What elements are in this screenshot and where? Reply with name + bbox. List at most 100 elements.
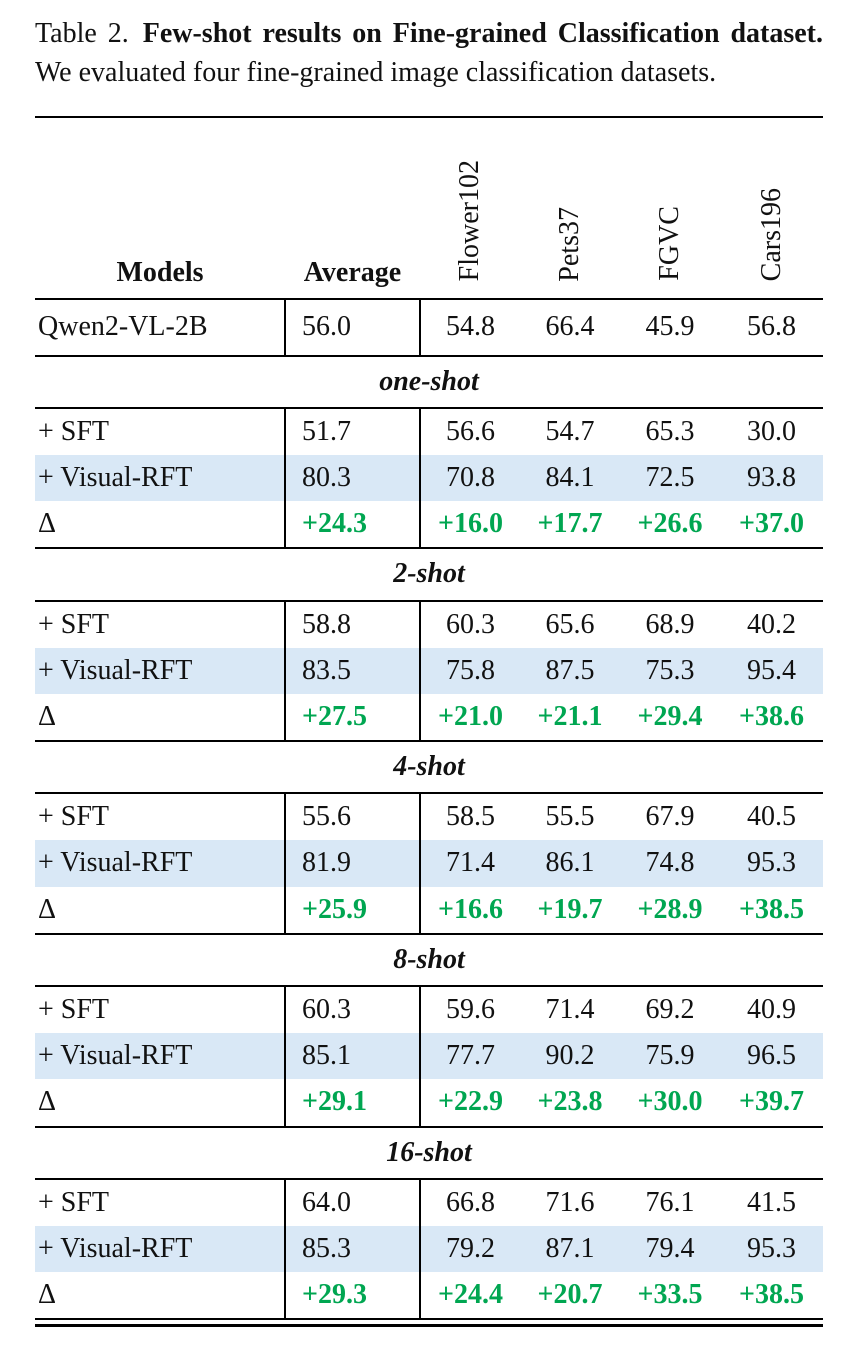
visual-rft-row: + Visual-RFT 85.3 79.2 87.1 79.4 95.3: [35, 1225, 823, 1273]
results-table: Models Average Flower102 Pets37 FGVC Car…: [35, 116, 823, 1321]
cars196-value: 30.0: [747, 415, 796, 447]
average-value: 64.0: [284, 1178, 420, 1226]
fgvc-delta: +30.0: [637, 1086, 703, 1118]
average-value: 58.8: [284, 600, 420, 648]
model-label: + Visual-RFT: [35, 1033, 285, 1080]
pets37-value: 86.1: [520, 840, 620, 887]
delta-label: Δ: [38, 700, 57, 732]
rotated-label-flower102: Flower102: [454, 159, 486, 282]
cars196-value: 95.3: [720, 1225, 823, 1273]
flower102-delta: +16.6: [419, 886, 520, 934]
fgvc-value: 65.3: [645, 415, 695, 447]
visual-rft-row: + Visual-RFT 81.9 71.4 86.1 74.8 95.3: [35, 840, 823, 887]
flower102-delta: +16.0: [419, 501, 520, 549]
model-label: Qwen2-VL-2B: [38, 311, 208, 343]
model-label: + Visual-RFT: [35, 1225, 285, 1273]
cars196-value: 56.8: [747, 311, 796, 343]
cars196-delta: +38.6: [739, 700, 804, 732]
cars196-delta: +37.0: [739, 508, 804, 540]
section-title-row: 8-shot: [35, 932, 823, 988]
pets37-value: 87.5: [520, 647, 620, 694]
caption-title: Few-shot results on Fine-grained Classif…: [142, 18, 823, 49]
baseline-row: Qwen2-VL-2B 56.0 54.8 66.4 45.9 56.8: [35, 299, 823, 356]
column-header-average: Average: [285, 116, 420, 301]
flower102-value: 71.4: [419, 840, 520, 887]
section-title-16-shot: 16-shot: [35, 1125, 823, 1180]
table-bottom-rule: [35, 1320, 823, 1328]
fgvc-delta: +26.6: [637, 508, 703, 540]
table-caption: Table 2. Few-shot results on Fine-grained…: [35, 14, 823, 92]
pets37-value: 84.1: [520, 454, 620, 502]
delta-row: Δ +25.9 +16.6 +19.7 +28.9 +38.5: [35, 886, 823, 934]
flower102-value: 79.2: [419, 1225, 520, 1273]
flower102-value: 59.6: [419, 986, 520, 1034]
flower102-value: 75.8: [419, 647, 520, 694]
fgvc-value: 79.4: [620, 1225, 720, 1273]
fgvc-value: 75.3: [620, 647, 720, 694]
pets37-delta: +21.1: [537, 700, 603, 732]
average-delta: +29.3: [284, 1272, 420, 1321]
pets37-value: 66.4: [545, 311, 595, 343]
section-title-row: 16-shot: [35, 1125, 823, 1180]
pets37-value: 65.6: [545, 608, 595, 640]
average-value: 56.0: [284, 299, 420, 356]
fgvc-value: 45.9: [645, 311, 695, 343]
section-title-row: one-shot: [35, 354, 823, 409]
section-title-2-shot: 2-shot: [35, 547, 823, 602]
average-value: 51.7: [284, 407, 420, 455]
flower102-value: 77.7: [419, 1033, 520, 1080]
model-label: + SFT: [38, 801, 110, 833]
fgvc-value: 75.9: [620, 1033, 720, 1080]
visual-rft-row: + Visual-RFT 85.1 77.7 90.2 75.9 96.5: [35, 1033, 823, 1080]
visual-rft-row: + Visual-RFT 83.5 75.8 87.5 75.3 95.4: [35, 647, 823, 694]
fgvc-value: 68.9: [645, 608, 695, 640]
section-title-one-shot: one-shot: [35, 354, 823, 409]
cars196-value: 40.2: [747, 608, 796, 640]
section-title-row: 2-shot: [35, 547, 823, 602]
cars196-delta: +38.5: [720, 1272, 823, 1321]
cars196-value: 93.8: [720, 454, 823, 502]
cars196-value: 96.5: [720, 1033, 823, 1080]
column-header-pets37: Pets37: [520, 116, 620, 301]
flower102-value: 60.3: [419, 600, 520, 648]
cars196-value: 40.9: [747, 994, 796, 1025]
cars196-delta: +38.5: [739, 893, 804, 925]
cars196-value: 95.4: [720, 647, 823, 694]
flower102-delta: +22.9: [419, 1079, 520, 1127]
fgvc-delta: +33.5: [620, 1272, 720, 1321]
flower102-value: 66.8: [419, 1178, 520, 1226]
fgvc-value: 69.2: [645, 994, 695, 1025]
delta-label: Δ: [38, 508, 57, 540]
rotated-label-pets37: Pets37: [554, 206, 586, 282]
fgvc-delta: +29.4: [637, 700, 703, 732]
column-header-flower102: Flower102: [420, 116, 520, 301]
average-delta: +24.3: [284, 501, 420, 549]
delta-label: Δ: [38, 1086, 57, 1118]
model-label: + SFT: [38, 1186, 110, 1218]
average-delta: +27.5: [284, 693, 420, 742]
fgvc-value: 74.8: [620, 840, 720, 887]
sft-row: + SFT 55.6 58.5 55.5 67.9 40.5: [35, 793, 823, 841]
average-value: 81.9: [284, 840, 420, 887]
rotated-label-cars196: Cars196: [755, 187, 787, 282]
pets37-value: 54.7: [545, 415, 595, 447]
fgvc-value: 72.5: [620, 454, 720, 502]
pets37-delta: +23.8: [537, 1086, 603, 1118]
average-delta: +29.1: [284, 1079, 420, 1127]
visual-rft-row: + Visual-RFT 80.3 70.8 84.1 72.5 93.8: [35, 454, 823, 502]
model-label: + SFT: [38, 415, 110, 447]
column-header-fgvc: FGVC: [620, 116, 720, 301]
header-row: Models Average Flower102 Pets37 FGVC Car…: [35, 116, 823, 301]
pets37-value: 71.4: [545, 994, 595, 1025]
pets37-value: 90.2: [520, 1033, 620, 1080]
sft-row: + SFT 64.0 66.8 71.6 76.1 41.5: [35, 1178, 823, 1226]
table-container: Models Average Flower102 Pets37 FGVC Car…: [35, 116, 823, 1328]
delta-row: Δ +29.3 +24.4 +20.7 +33.5 +38.5: [35, 1272, 823, 1321]
model-label: + Visual-RFT: [35, 454, 285, 502]
table-body: Qwen2-VL-2B 56.0 54.8 66.4 45.9 56.8 one…: [35, 299, 823, 1321]
section-title-8-shot: 8-shot: [35, 932, 823, 988]
section-title-row: 4-shot: [35, 740, 823, 795]
flower102-value: 58.5: [419, 793, 520, 841]
average-value: 83.5: [284, 647, 420, 694]
cars196-delta: +39.7: [739, 1086, 804, 1118]
